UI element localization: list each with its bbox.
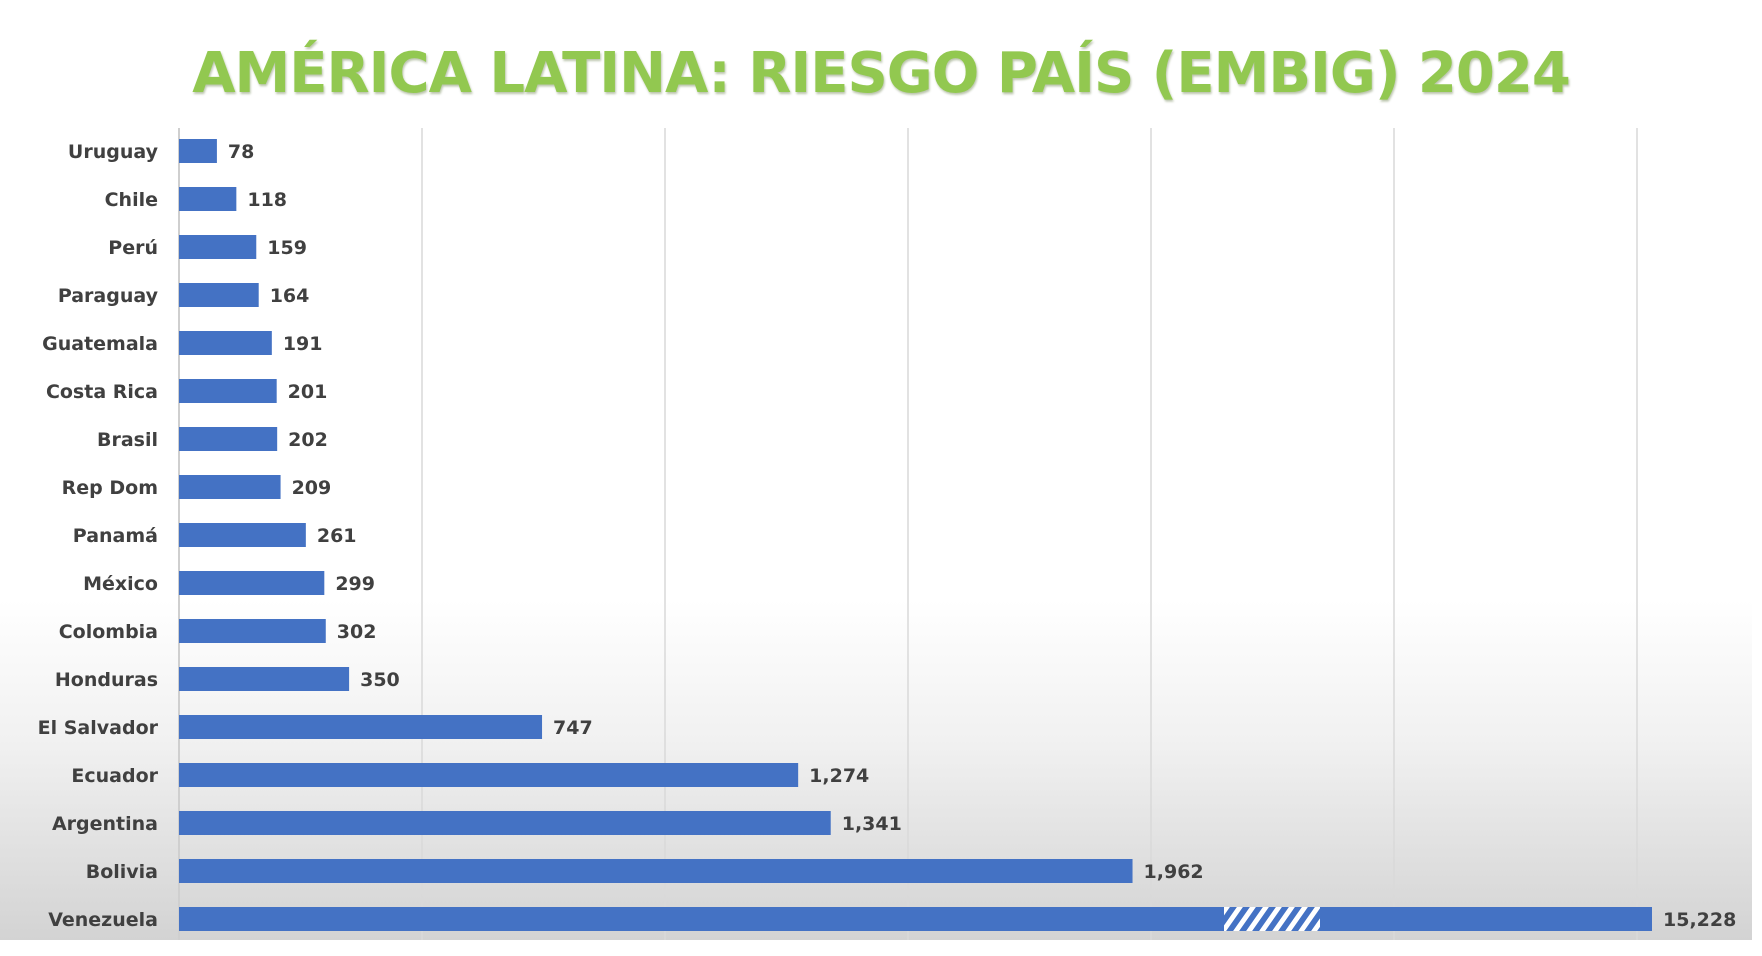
category-label-rep-dom: Rep Dom [62, 477, 158, 499]
value-label-colombia: 302 [337, 621, 377, 643]
value-label-ecuador: 1,274 [809, 765, 869, 787]
value-label-chile: 118 [247, 189, 287, 211]
category-label-argentina: Argentina [52, 813, 158, 835]
value-label-costa-rica: 201 [288, 381, 328, 403]
value-label-brasil: 202 [288, 429, 328, 451]
value-label-bolivia: 1,962 [1144, 861, 1204, 883]
category-label-bolivia: Bolivia [86, 861, 158, 883]
bar-break-hatch [1224, 907, 1320, 931]
bar-ecuador [179, 763, 799, 787]
chart-title: AMÉRICA LATINA: RIESGO PAÍS (EMBIG) 2024 [192, 41, 1571, 106]
value-label-peru: 159 [267, 237, 307, 259]
category-label-brasil: Brasil [97, 429, 158, 451]
category-label-colombia: Colombia [59, 621, 158, 643]
bar-colombia [179, 619, 326, 643]
bar-chile [179, 187, 237, 211]
value-label-argentina: 1,341 [842, 813, 902, 835]
value-label-uruguay: 78 [228, 141, 254, 163]
bar-peru [179, 235, 257, 259]
category-label-venezuela: Venezuela [48, 909, 158, 931]
bar-honduras [179, 667, 350, 691]
bar-uruguay [179, 139, 217, 163]
bar-panama [179, 523, 306, 547]
value-label-el-salvador: 747 [553, 717, 593, 739]
labels: Uruguay 78 Chile 118 Perú 159 Paraguay 164 Guate… [38, 141, 1737, 931]
bar-brasil [179, 427, 278, 451]
bar-el-salvador [179, 715, 543, 739]
category-label-guatemala: Guatemala [42, 333, 158, 355]
right-margin [1752, 0, 1762, 956]
category-label-uruguay: Uruguay [68, 141, 159, 163]
category-label-paraguay: Paraguay [58, 285, 159, 307]
bars [179, 139, 1652, 931]
value-label-guatemala: 191 [283, 333, 323, 355]
bar-bolivia [179, 859, 1133, 883]
category-label-el-salvador: El Salvador [38, 717, 159, 739]
bar-costa-rica [179, 379, 277, 403]
value-label-rep-dom: 209 [292, 477, 332, 499]
value-label-venezuela: 15,228 [1663, 909, 1736, 931]
category-label-ecuador: Ecuador [71, 765, 158, 787]
bar-guatemala [179, 331, 272, 355]
bar-paraguay [179, 283, 259, 307]
category-label-chile: Chile [105, 189, 158, 211]
category-label-honduras: Honduras [55, 669, 158, 691]
value-label-mexico: 299 [335, 573, 375, 595]
bar-venezuela [179, 907, 1652, 931]
bar-argentina [179, 811, 831, 835]
bottom-margin [0, 940, 1762, 956]
category-label-mexico: México [83, 573, 158, 595]
category-label-panama: Panamá [73, 525, 158, 547]
value-label-paraguay: 164 [270, 285, 310, 307]
category-label-peru: Perú [108, 237, 158, 259]
value-label-honduras: 350 [360, 669, 400, 691]
bar-rep-dom [179, 475, 281, 499]
bar-mexico [179, 571, 325, 595]
value-label-panama: 261 [317, 525, 357, 547]
category-label-costa-rica: Costa Rica [46, 381, 158, 403]
